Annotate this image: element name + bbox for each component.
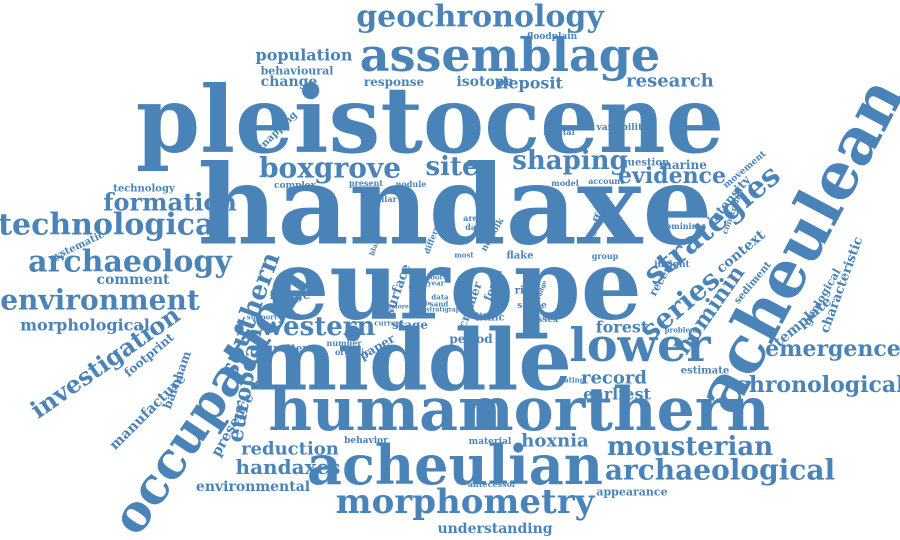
cloud-word-complex: complex	[274, 181, 316, 191]
cloud-word-number: number	[327, 338, 363, 348]
cloud-word-site: site	[425, 152, 478, 182]
cloud-word-pleistocene: pleistocene	[136, 66, 724, 174]
cloud-word-model: model	[551, 178, 579, 188]
cloud-word-lithic: lithic	[475, 313, 504, 324]
cloud-word-dating: dating	[559, 376, 584, 385]
cloud-word-lower: lower	[569, 318, 711, 372]
cloud-word-mental: mental	[543, 127, 574, 137]
cloud-word-handaxe: handaxe	[198, 141, 713, 270]
cloud-word-behavior: behavior	[344, 436, 388, 446]
cloud-word-present: present	[349, 178, 383, 188]
cloud-word-stage: stage	[392, 318, 428, 332]
cloud-word-pattern: pattern	[273, 344, 315, 355]
cloud-word-antecessor: antecessor	[468, 479, 517, 489]
cloud-word-environment: environment	[0, 284, 200, 317]
cloud-word-assemblage: assemblage	[360, 28, 660, 82]
cloud-word-flake: flake	[506, 251, 533, 262]
cloud-word-hoxnia: hoxnia	[521, 431, 589, 452]
cloud-word-floodplain: floodplain	[527, 32, 578, 42]
cloud-word-core: core	[408, 283, 426, 292]
cloud-word-hominins: hominins	[660, 221, 702, 231]
cloud-word-marine: marine	[659, 158, 707, 172]
cloud-word-before: before	[387, 304, 409, 311]
cloud-word-most: most	[454, 251, 474, 260]
cloud-word-geochronology: geochronology	[356, 0, 605, 35]
cloud-word-middle: middle	[248, 311, 572, 410]
cloud-word-northern: northern	[470, 375, 770, 445]
cloud-word-estimate: estimate	[681, 366, 729, 377]
cloud-word-data: data	[431, 293, 449, 302]
cloud-word-human: human	[268, 375, 501, 445]
cloud-word-fringe: fringe	[270, 288, 311, 302]
cloud-word-stratigraphy: stratigraphy	[426, 307, 468, 314]
cloud-word-morphological: morphological	[20, 316, 150, 335]
cloud-word-population: population	[256, 46, 353, 65]
cloud-word-reduction: reduction	[241, 439, 339, 460]
cloud-word-comment: comment	[96, 272, 170, 288]
cloud-word-technology: technology	[113, 184, 176, 195]
cloud-word-current: current	[374, 319, 404, 328]
cloud-word-boxgrove: boxgrove	[259, 152, 401, 185]
cloud-word-group: group	[592, 251, 619, 261]
cloud-word-support: support	[247, 313, 278, 322]
cloud-word-shaping: shaping	[512, 146, 628, 176]
cloud-word-formation: formation	[103, 188, 237, 217]
cloud-word-similar: similar	[365, 194, 397, 204]
cloud-word-understanding: understanding	[437, 521, 552, 537]
cloud-word-nodule: nodule	[396, 179, 427, 189]
cloud-word-sussex: sussex	[526, 315, 559, 325]
cloud-word-year: year	[427, 279, 445, 288]
cloud-word-problem: problem	[665, 326, 698, 335]
cloud-word-area: area	[463, 213, 483, 223]
cloud-word-western: western	[260, 312, 376, 342]
cloud-word-material: material	[469, 437, 512, 447]
cloud-word-environmental: environmental	[196, 479, 310, 495]
cloud-word-archaeological: archaeological	[605, 454, 835, 487]
cloud-word-foot: foot	[427, 273, 443, 282]
cloud-word-mousterian: mousterian	[607, 432, 773, 462]
cloud-word-behavioural: behavioural	[261, 65, 334, 78]
cloud-word-question: question	[621, 158, 670, 169]
cloud-word-variability: variability	[596, 123, 649, 133]
cloud-word-europe: europe	[268, 229, 642, 342]
cloud-word-record: record	[581, 368, 647, 389]
cloud-word-change: change	[261, 74, 318, 90]
cloud-word-account: account	[588, 176, 624, 186]
cloud-word-organic: organic	[335, 347, 369, 357]
cloud-word-forest: forest	[596, 318, 649, 337]
cloud-word-date: date	[465, 222, 485, 232]
cloud-word-river: river	[515, 286, 542, 297]
cloud-word-archaeology: archaeology	[28, 245, 233, 280]
cloud-word-response: response	[364, 75, 425, 89]
cloud-word-technological: technological	[0, 208, 226, 243]
cloud-word-earliest: earliest	[583, 385, 651, 404]
cloud-word-shape: shape	[517, 301, 547, 311]
cloud-word-isotope: isotope	[456, 74, 513, 90]
cloud-word-mode: mode	[413, 301, 432, 308]
cloud-word-deposit: deposit	[497, 74, 563, 93]
cloud-word-period: period	[449, 332, 493, 346]
cloud-word-insight: insight	[654, 260, 690, 270]
cloud-word-evidence: evidence	[618, 163, 726, 189]
cloud-word-appearance: appearance	[596, 486, 667, 499]
cloud-word-handaxes: handaxes	[236, 455, 341, 479]
cloud-word-morphometry: morphometry	[336, 482, 596, 522]
cloud-word-chronological: chronological	[735, 372, 900, 398]
cloud-word-research: research	[626, 71, 714, 92]
cloud-word-emergence: emergence	[765, 336, 900, 362]
cloud-word-sand: sand	[430, 300, 449, 309]
cloud-word-acheulian: acheulian	[307, 433, 603, 497]
